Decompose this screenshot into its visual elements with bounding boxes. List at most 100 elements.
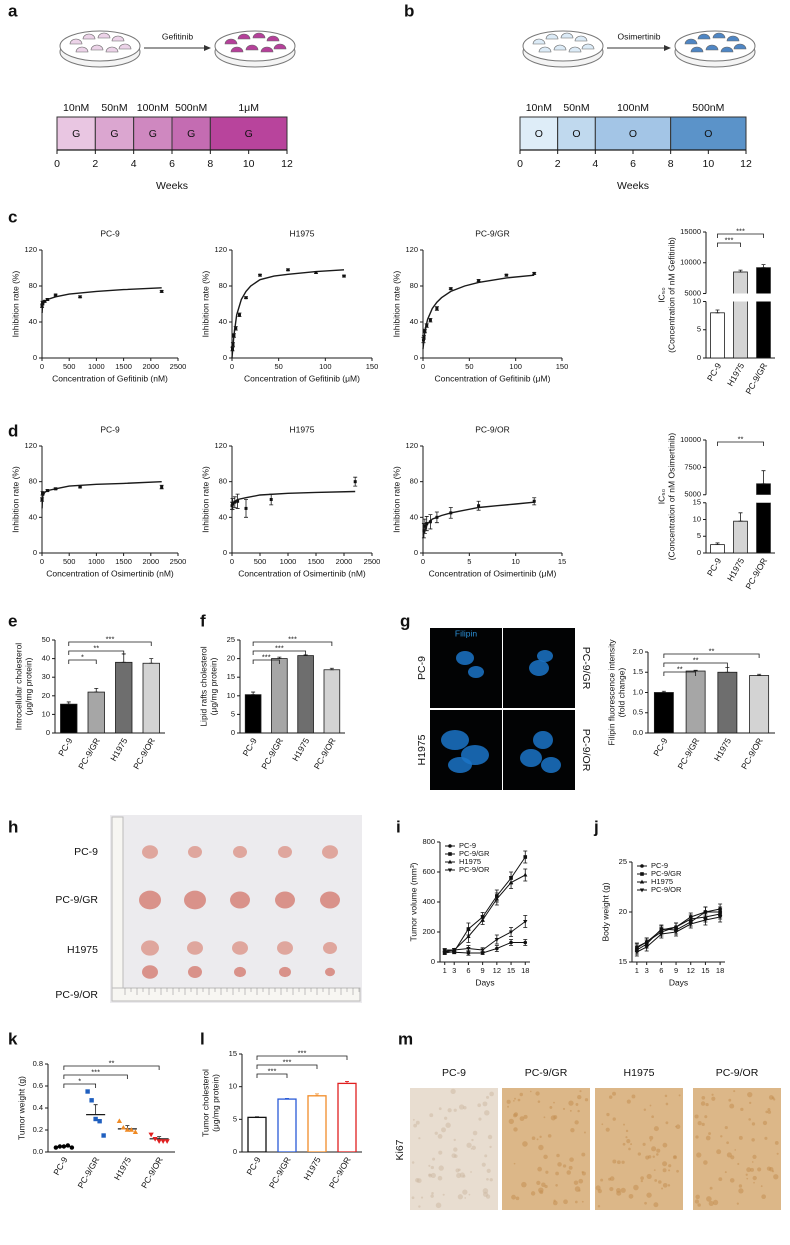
ihc-texture xyxy=(654,1179,657,1182)
y-axis-label: Inhibition rate (%) xyxy=(391,466,401,533)
ihc-texture xyxy=(513,1113,517,1117)
y-tick-label: 0.2 xyxy=(33,1125,43,1134)
point xyxy=(315,271,318,274)
error-bar xyxy=(716,543,720,545)
segment-label: G xyxy=(187,128,195,140)
x-tick-label: 0 xyxy=(421,557,425,566)
ihc-texture xyxy=(730,1178,735,1183)
ihc-texture xyxy=(570,1128,574,1132)
ihc-texture xyxy=(464,1197,466,1199)
ihc-texture xyxy=(747,1092,752,1097)
category-label: H1975 xyxy=(725,556,746,583)
ihc-texture xyxy=(443,1194,445,1196)
time-tick-label: 12 xyxy=(281,158,293,170)
x-tick-label: 5 xyxy=(467,557,471,566)
point xyxy=(160,486,163,489)
ihc-texture xyxy=(471,1148,473,1150)
x-tick-label: 1 xyxy=(635,966,639,975)
ihc-texture xyxy=(428,1165,430,1167)
x-tick-label: 18 xyxy=(716,966,724,975)
point xyxy=(41,498,44,501)
y-tick-label: 10 xyxy=(693,514,701,523)
ihc-texture xyxy=(532,1136,536,1140)
ihc-texture xyxy=(696,1152,701,1157)
bar xyxy=(272,659,288,733)
y-axis-label: (Concentration of nM Gefitinib) xyxy=(666,237,676,353)
x-tick-label: 12 xyxy=(687,966,695,975)
ihc-texture xyxy=(775,1141,779,1145)
error-bar xyxy=(255,1117,259,1118)
y-tick-label: 0 xyxy=(414,548,418,557)
ihc-texture xyxy=(569,1166,573,1170)
point xyxy=(231,348,234,351)
ihc-texture xyxy=(638,1152,641,1155)
ihc-texture xyxy=(703,1160,708,1165)
ihc-texture xyxy=(553,1201,558,1206)
ihc-texture xyxy=(458,1168,461,1171)
error-bar xyxy=(157,1137,161,1139)
x-tick-label: 10 xyxy=(511,557,519,566)
y-axis-label: IC₅₀ xyxy=(656,287,666,303)
bar xyxy=(61,704,78,733)
x-axis-label: Concentration of Osimertinib (nM) xyxy=(46,568,174,578)
x-tick-label: 50 xyxy=(274,362,282,371)
ihc-texture xyxy=(507,1100,511,1104)
y-tick-label: 10000 xyxy=(680,435,701,444)
time-tick-label: 0 xyxy=(54,158,60,170)
data-point xyxy=(54,1145,58,1149)
ihc-texture xyxy=(649,1136,653,1140)
panel-label: b xyxy=(404,1,414,20)
point xyxy=(231,343,234,346)
bar xyxy=(711,545,725,553)
y-tick-label: 20 xyxy=(227,654,235,663)
y-tick-label: 0 xyxy=(414,353,418,362)
fluorescence-image xyxy=(503,710,575,790)
ihc-texture xyxy=(487,1169,491,1173)
x-tick-label: 2000 xyxy=(142,362,159,371)
ihc-texture xyxy=(563,1164,566,1167)
ihc-texture xyxy=(483,1188,489,1194)
tumor xyxy=(233,846,247,858)
ihc-texture xyxy=(772,1170,774,1172)
ihc-texture xyxy=(761,1194,766,1199)
ihc-texture xyxy=(651,1146,656,1151)
ihc-texture xyxy=(600,1179,603,1182)
significance-label: *** xyxy=(106,634,115,643)
error-bar xyxy=(725,667,729,672)
ruler xyxy=(112,817,123,988)
point xyxy=(425,324,428,327)
row-label: PC-9/OR xyxy=(55,989,98,1001)
ihc-texture xyxy=(710,1187,713,1190)
panel-label: l xyxy=(200,1029,205,1048)
significance-label: ** xyxy=(693,655,699,664)
ihc-texture xyxy=(663,1143,668,1148)
significance-label: ** xyxy=(738,434,744,443)
point xyxy=(449,511,452,514)
ihc-texture xyxy=(557,1162,562,1167)
ihc-texture xyxy=(777,1153,779,1155)
y-axis-label: Introcellular cholesterol xyxy=(13,643,23,731)
ihc-texture xyxy=(473,1131,478,1136)
fit-curve xyxy=(42,482,162,509)
ihc-texture xyxy=(553,1102,555,1104)
stained-cell xyxy=(520,749,542,767)
data-point xyxy=(121,1125,126,1130)
ihc-texture xyxy=(668,1184,670,1186)
ihc-texture xyxy=(706,1136,711,1141)
ihc-texture xyxy=(648,1155,651,1158)
ihc-texture xyxy=(459,1104,464,1109)
ihc-texture xyxy=(737,1163,739,1165)
ihc-texture xyxy=(478,1118,481,1121)
ihc-texture xyxy=(623,1143,626,1146)
bar xyxy=(88,692,105,733)
ihc-texture xyxy=(418,1137,420,1139)
fit-curve xyxy=(232,270,344,358)
category-label: PC-9/GR xyxy=(675,736,701,771)
y-tick-label: 80 xyxy=(219,477,227,486)
legend-marker xyxy=(448,844,452,848)
tumor xyxy=(275,892,295,909)
ihc-texture xyxy=(752,1155,756,1159)
stained-cell xyxy=(529,660,549,676)
x-tick-label: 1000 xyxy=(280,557,297,566)
category-label: PC-9/OR xyxy=(131,736,157,771)
